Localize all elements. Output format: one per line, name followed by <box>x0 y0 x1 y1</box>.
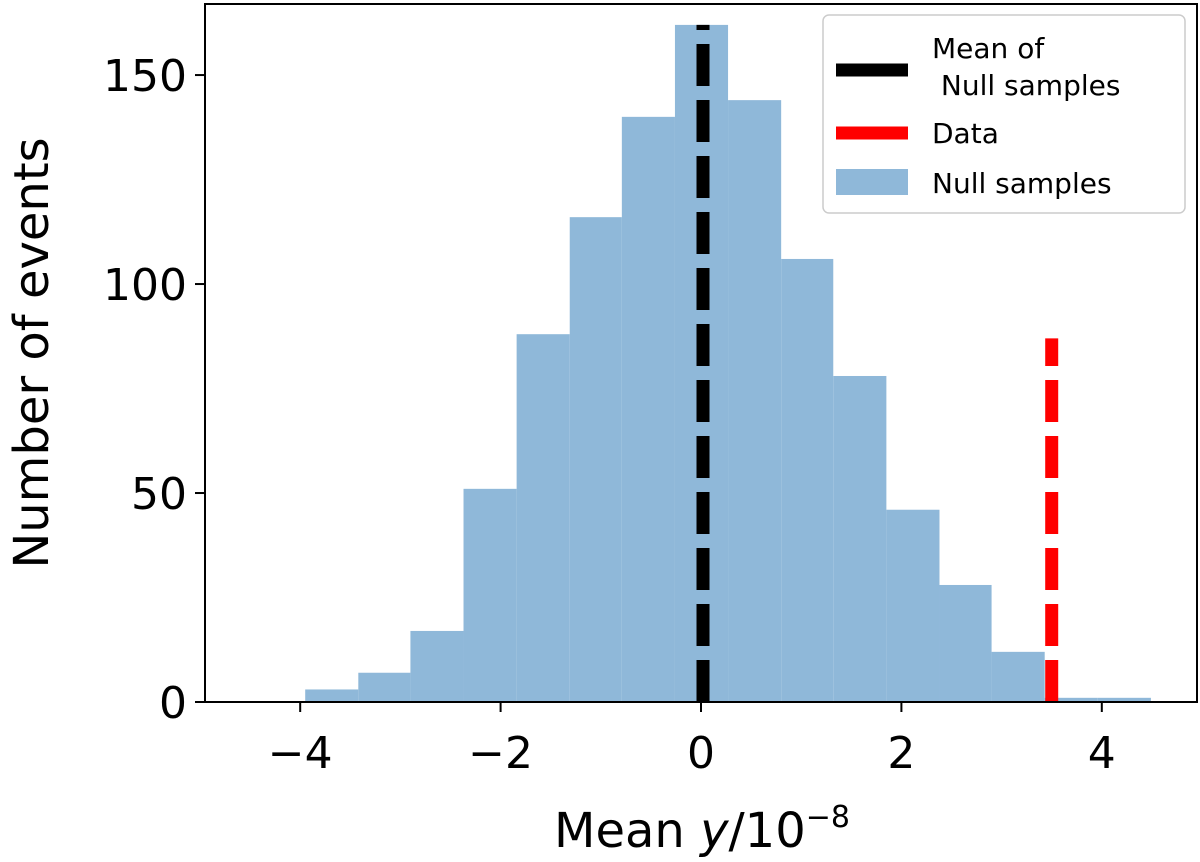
y-tick-label: 150 <box>103 51 187 102</box>
y-tick-label: 100 <box>103 260 187 311</box>
x-tick-label: 2 <box>887 728 915 779</box>
legend-label-null-samples: Null samples <box>932 167 1112 200</box>
histogram-bar-1 <box>358 672 411 702</box>
x-axis-title: Mean y/10−8 <box>554 800 850 859</box>
histogram-bars <box>305 24 1151 703</box>
histogram-bar-11 <box>886 509 940 702</box>
histogram-bar-12 <box>939 584 992 702</box>
legend-box <box>822 14 1186 214</box>
histogram-bar-0 <box>305 689 359 702</box>
legend-swatch-null-samples <box>836 169 908 195</box>
legend: Mean of Null samples Data Null samples <box>822 14 1186 214</box>
histogram-bar-9 <box>781 258 834 702</box>
x-tick-label: 0 <box>687 728 715 779</box>
y-tick-label: 50 <box>131 469 187 520</box>
x-tick-label: −4 <box>268 728 333 779</box>
histogram-bar-14 <box>1044 697 1098 702</box>
y-axis-title: Number of events <box>4 137 60 568</box>
x-tick-label: 4 <box>1088 728 1116 779</box>
histogram-bar-4 <box>516 334 570 702</box>
y-axis-ticks: 0 50 100 150 <box>103 51 205 729</box>
histogram-bar-3 <box>463 488 517 702</box>
histogram-bar-10 <box>833 375 887 702</box>
x-tick-label: −2 <box>468 728 533 779</box>
legend-label-data: Data <box>932 117 999 150</box>
legend-label-mean-null-line2: Null samples <box>932 69 1120 102</box>
histogram-bar-2 <box>410 630 464 702</box>
histogram-bar-5 <box>569 217 622 702</box>
legend-label-mean-null-line1: Mean of <box>932 32 1045 65</box>
reference-lines <box>696 24 1059 702</box>
histogram-bar-8 <box>728 100 782 703</box>
y-tick-label: 0 <box>159 678 187 729</box>
histogram-bar-13 <box>991 651 1045 702</box>
x-axis-ticks: −4 −2 0 2 4 <box>268 702 1116 779</box>
histogram-bar-15 <box>1097 697 1151 702</box>
histogram-bar-6 <box>621 116 675 703</box>
